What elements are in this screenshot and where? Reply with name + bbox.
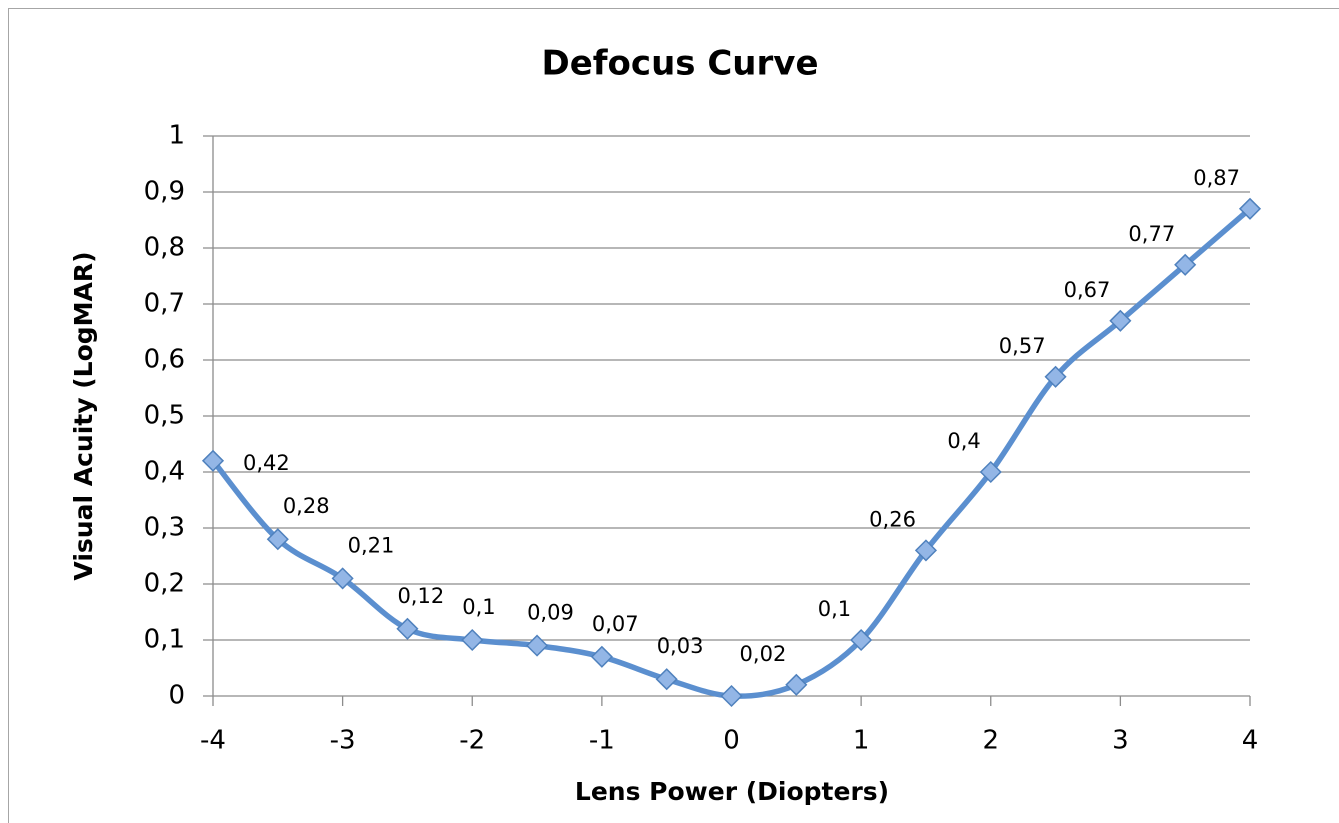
marker bbox=[1174, 253, 1197, 276]
marker bbox=[979, 460, 1002, 484]
marker bbox=[1044, 365, 1067, 388]
data-label: 0,26 bbox=[869, 507, 916, 531]
y-tick-label: 0,2 bbox=[144, 569, 185, 599]
x-tick-label: 4 bbox=[1242, 726, 1259, 756]
data-label: 0,57 bbox=[999, 334, 1046, 358]
data-label: 0,02 bbox=[740, 642, 787, 666]
data-label: 0,42 bbox=[243, 451, 290, 475]
data-label: 0,28 bbox=[283, 494, 330, 518]
marker bbox=[655, 668, 678, 691]
marker bbox=[461, 628, 484, 652]
marker bbox=[720, 684, 743, 708]
x-tick-label: -2 bbox=[459, 726, 485, 756]
y-tick-label: 0,4 bbox=[144, 457, 185, 487]
y-tick-label: 0,7 bbox=[144, 289, 185, 319]
y-tick-label: 0,3 bbox=[144, 513, 185, 543]
data-label: 0,4 bbox=[947, 429, 980, 453]
line bbox=[210, 206, 1252, 699]
y-tick-label: 0 bbox=[168, 681, 185, 711]
data-label: 0,09 bbox=[527, 601, 574, 625]
data-label: 0,1 bbox=[462, 595, 495, 619]
y-tick-label: 0,8 bbox=[144, 233, 185, 263]
marker bbox=[526, 634, 549, 657]
data-label: 0,67 bbox=[1064, 278, 1111, 302]
y-tick-label: 0,1 bbox=[144, 625, 185, 655]
data-label: 0,07 bbox=[592, 612, 639, 636]
x-axis-label: Lens Power (Diopters) bbox=[575, 777, 889, 806]
marker bbox=[850, 628, 873, 652]
x-tick-label: 1 bbox=[853, 726, 870, 756]
y-tick-label: 0,9 bbox=[144, 177, 185, 207]
marker bbox=[396, 617, 419, 640]
y-tick-label: 0,6 bbox=[144, 345, 185, 375]
marker bbox=[590, 645, 613, 668]
x-tick-label: 2 bbox=[982, 726, 999, 756]
chart-frame bbox=[8, 8, 1339, 823]
marker bbox=[266, 528, 289, 551]
x-tick-label: -1 bbox=[589, 726, 615, 756]
marker bbox=[785, 673, 808, 696]
marker bbox=[914, 539, 937, 562]
marker bbox=[331, 567, 354, 590]
marker bbox=[1109, 309, 1132, 332]
x-tick-label: -3 bbox=[330, 726, 356, 756]
marker bbox=[201, 449, 225, 472]
data-label: 0,12 bbox=[397, 584, 444, 608]
data-label: 0,21 bbox=[348, 533, 395, 557]
chart-title: Defocus Curve bbox=[541, 44, 818, 84]
data-label: 0,77 bbox=[1128, 222, 1175, 246]
x-tick-label: 3 bbox=[1112, 726, 1129, 756]
y-axis-label: Visual Acuity (LogMAR) bbox=[69, 251, 98, 580]
data-label: 0,03 bbox=[657, 634, 704, 658]
y-tick-label: 1 bbox=[168, 121, 185, 151]
data-label: 0,1 bbox=[818, 597, 851, 621]
data-label: 0,87 bbox=[1193, 166, 1240, 190]
marker bbox=[1238, 197, 1262, 220]
x-tick-label: -4 bbox=[200, 726, 226, 756]
y-tick-label: 0,5 bbox=[144, 401, 185, 431]
x-tick-label: 0 bbox=[723, 726, 740, 756]
